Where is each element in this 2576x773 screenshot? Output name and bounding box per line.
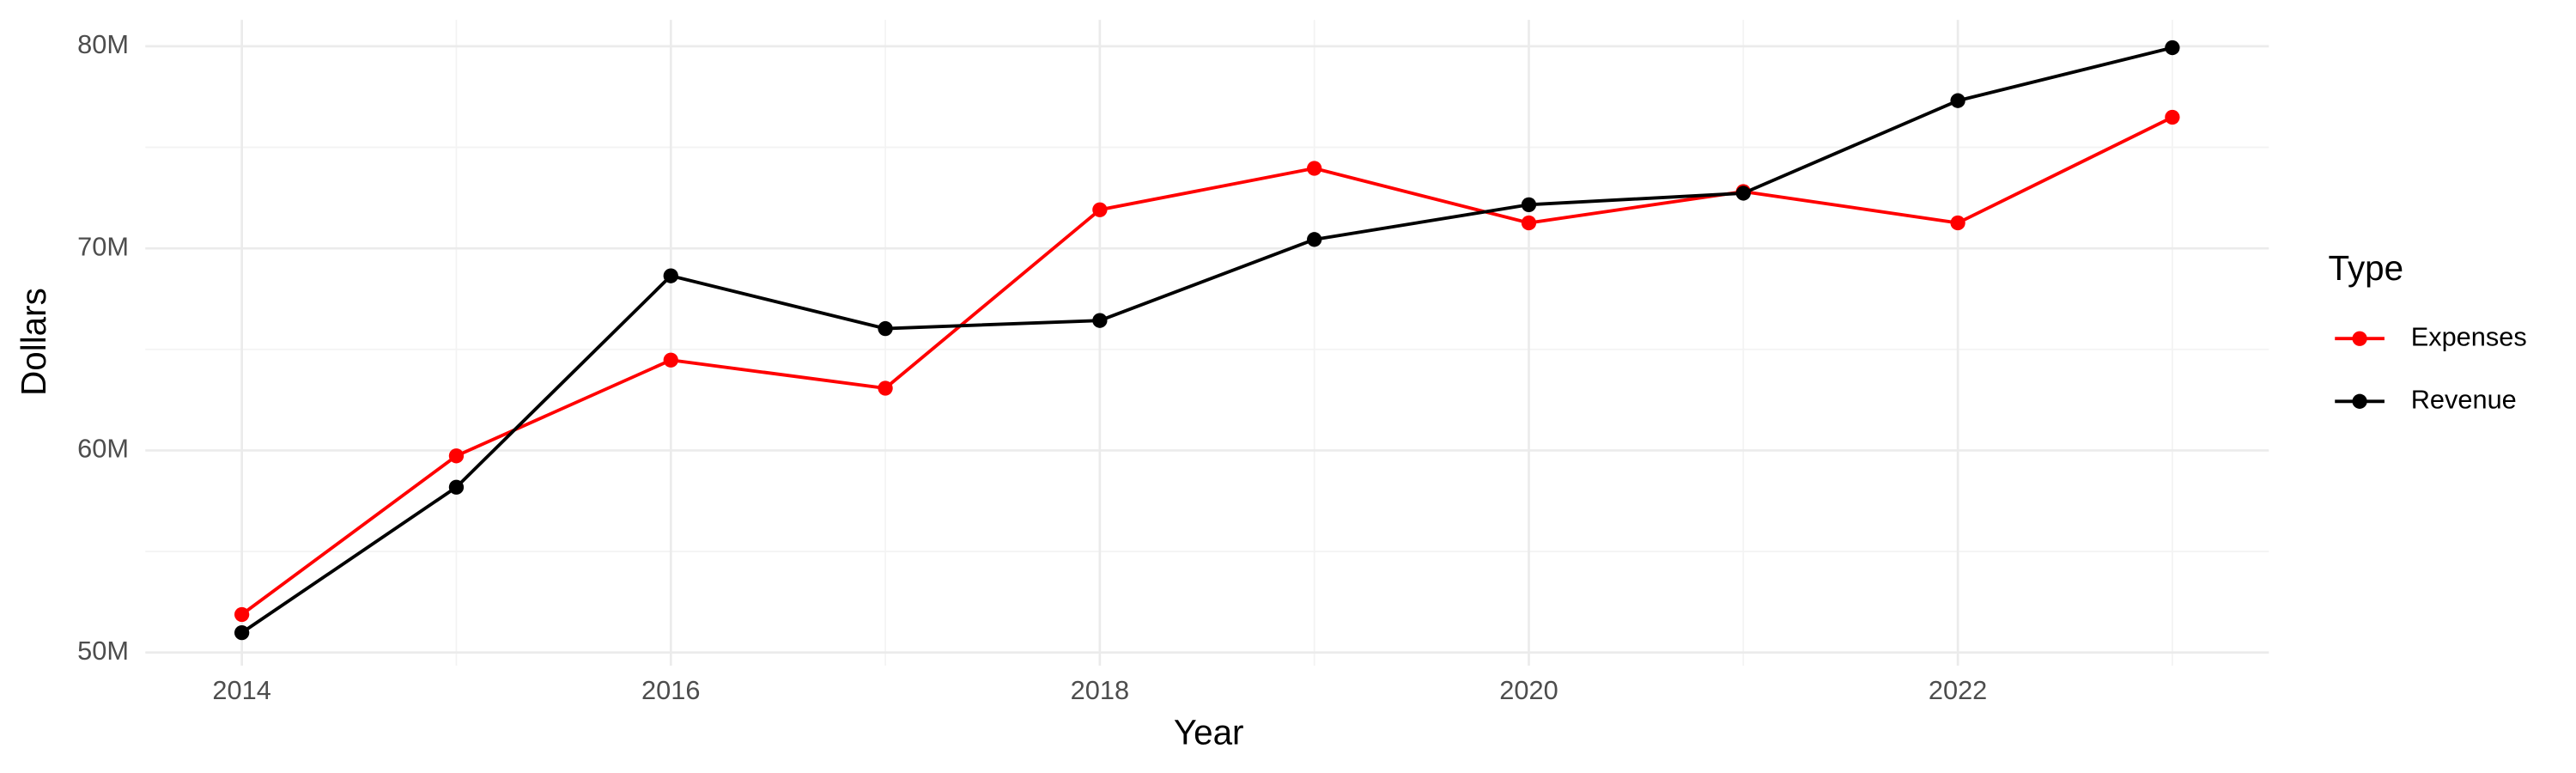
legend-key-point: [2352, 393, 2367, 409]
data-point: [448, 479, 465, 495]
data-point: [234, 606, 250, 623]
data-point: [1092, 313, 1108, 328]
data-point: [1950, 93, 1965, 108]
legend-key-point: [2352, 331, 2367, 346]
data-point: [878, 380, 893, 396]
x-tick-label: 2014: [212, 675, 270, 705]
y-tick-label: 60M: [77, 434, 129, 464]
data-point: [878, 320, 893, 337]
x-tick-label: 2020: [1499, 675, 1558, 705]
data-point: [1307, 161, 1322, 176]
data-point: [663, 268, 678, 283]
y-axis-title: Dollars: [14, 288, 53, 396]
y-tick-label: 80M: [77, 29, 129, 59]
y-tick-label: 50M: [77, 636, 129, 666]
data-point: [1521, 215, 1537, 231]
data-point: [448, 448, 465, 464]
legend-label: Revenue: [2411, 384, 2517, 414]
data-point: [1735, 186, 1751, 201]
data-point: [1307, 232, 1322, 247]
data-point: [2165, 40, 2180, 56]
legend-label: Expenses: [2411, 321, 2527, 351]
x-tick-label: 2016: [641, 675, 700, 705]
data-point: [1092, 202, 1108, 217]
data-point: [1521, 197, 1537, 213]
series-line: [240, 115, 2173, 617]
data-point: [2165, 109, 2180, 125]
legend-title: Type: [2329, 248, 2404, 288]
series-line: [240, 46, 2173, 635]
x-tick-label: 2018: [1071, 675, 1129, 705]
x-tick-label: 2022: [1929, 675, 1987, 705]
data-point: [234, 624, 250, 641]
data-point: [1950, 215, 1965, 231]
x-axis-title: Year: [1174, 712, 1244, 752]
y-tick-label: 70M: [77, 231, 129, 261]
data-point: [663, 352, 678, 368]
